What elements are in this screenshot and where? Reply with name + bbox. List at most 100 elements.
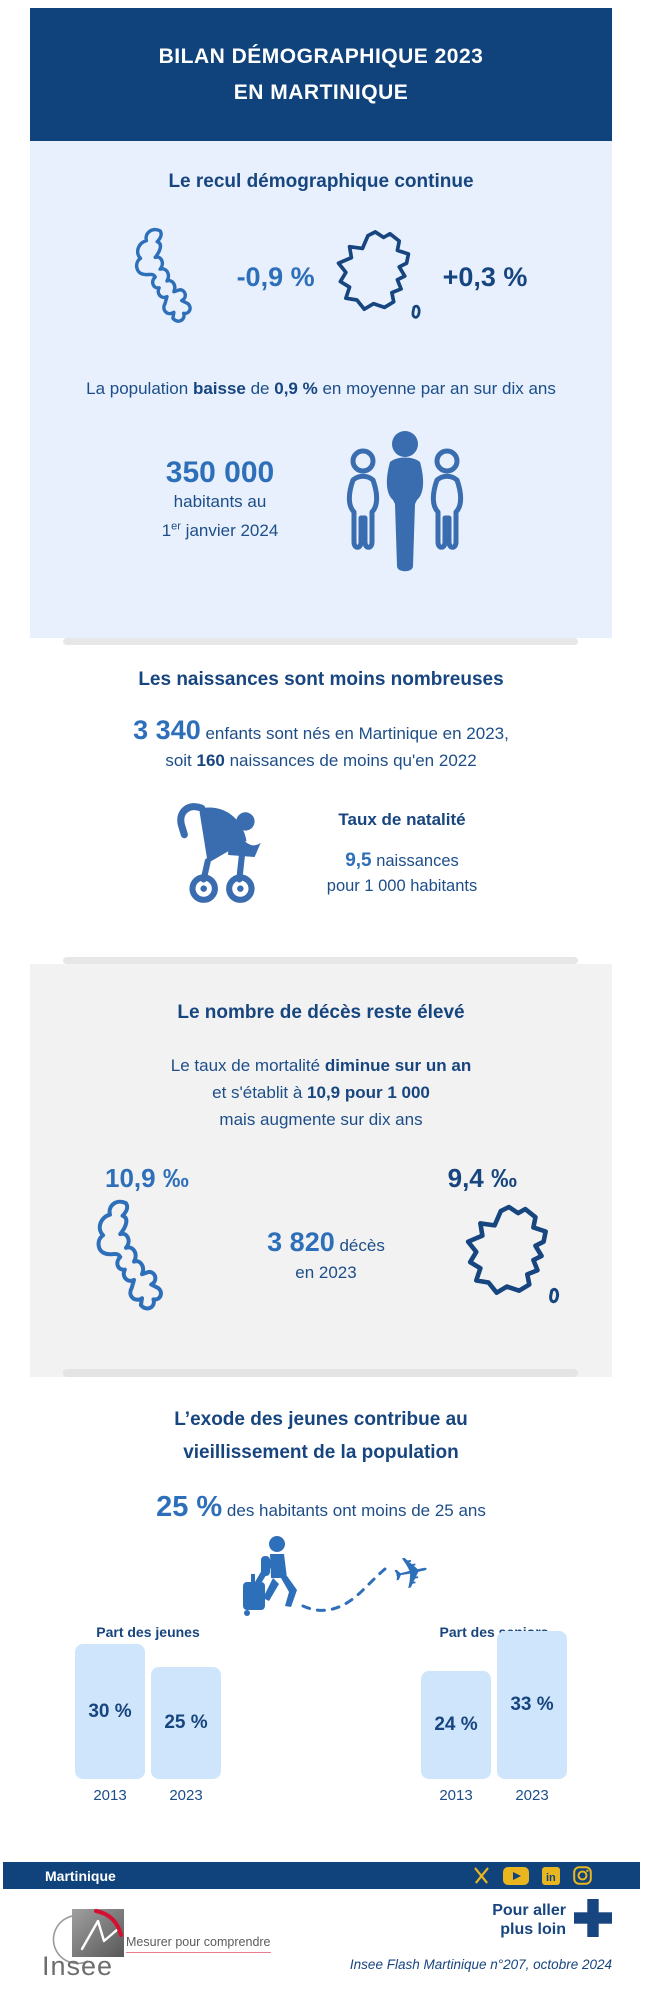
mortality-line1: Le taux de mortalité diminue sur un an [30, 1052, 612, 1079]
section-divider [30, 957, 612, 964]
x-icon[interactable] [473, 1867, 490, 1884]
stroller-icon [177, 803, 261, 903]
section-heading-exodus: L’exode des jeunes contribue au vieillis… [30, 1403, 612, 1469]
decline-sentence-pre: La population [86, 379, 193, 398]
section-demographic-decline: Le recul démographique continue -0,9 % +… [30, 141, 612, 638]
section-divider [30, 638, 612, 645]
births-line2-pre: soit [165, 751, 197, 770]
chart-bar-column: 24 % 2013 [421, 1671, 491, 1804]
martinique-rate-value: -0,9 % [236, 261, 315, 292]
decline-sentence-bold2: 0,9 % [274, 379, 318, 398]
section-heading-decline: Le recul démographique continue [168, 171, 474, 192]
births-line2-post: naissances de moins qu'en 2022 [224, 751, 477, 770]
page-title-line1: BILAN DÉMOGRAPHIQUE 2023 [158, 44, 484, 68]
chart-bar: 24 % [421, 1671, 491, 1779]
more-line1: Pour aller [492, 1902, 566, 1919]
charts-row: Part des jeunes 30 % 2013 25 % 2023 Part de… [30, 1624, 612, 1804]
chart-part-des-seniors: Part des seniors 24 % 2013 33 % 2023 [420, 1624, 568, 1804]
mortality-line1-pre: Le taux de mortalité [170, 1056, 325, 1075]
infographic-sheet: BILAN DÉMOGRAPHIQUE 2023 EN MARTINIQUE L… [30, 8, 612, 1888]
footer-region-label: Martinique [45, 1867, 116, 1884]
plus-icon[interactable] [574, 1899, 612, 1942]
chart-bar-value-label: 30 % [88, 1700, 132, 1722]
youtube-icon[interactable] [503, 1866, 529, 1885]
population-caption-line2: 1er janvier 2024 [161, 520, 279, 540]
martinique-mortality-rate: 10,9 ‰ [105, 1163, 189, 1193]
deaths-count-label: décès [334, 1235, 385, 1255]
martinique-map-icon [96, 1199, 163, 1311]
chart-bar: 30 % [75, 1644, 145, 1779]
insee-logo: Insee Mesurer pour comprendre [42, 1899, 322, 1989]
france-rate-value: +0,3 % [442, 261, 528, 292]
people-group-icon [347, 431, 464, 572]
births-line1-rest: enfants sont nés en Martinique en 2023, [200, 724, 509, 743]
natality-line2: pour 1 000 habitants [326, 876, 478, 895]
chart-bar-column: 33 % 2023 [497, 1630, 567, 1804]
rates-row: -0,9 % +0,3 % [30, 223, 612, 331]
chart-bar-value-label: 33 % [510, 1693, 554, 1715]
natality-title: Taux de natalité [338, 809, 466, 829]
traveler-with-suitcase-icon [242, 1536, 393, 1616]
section-heading-births: Les naissances sont moins nombreuses [138, 669, 504, 690]
chart-bar-value-label: 24 % [434, 1714, 478, 1735]
mortality-line2-pre: et s'établit à [212, 1083, 308, 1102]
births-line2-bold: 160 [196, 751, 225, 770]
population-caption: habitants au 1er janvier 2024 [162, 490, 279, 543]
deaths-count: 3 820 [267, 1226, 335, 1257]
chart-bar-year-label: 2023 [169, 1787, 203, 1804]
births-line1: 3 340 enfants sont nés en Martinique en … [30, 717, 612, 747]
caption-rest: janvier 2024 [180, 520, 279, 540]
exodus-heading-line1: L’exode des jeunes contribue au [174, 1409, 468, 1430]
natality-line1: 9,5 naissances [327, 848, 477, 874]
linkedin-glyph: in [546, 1872, 556, 1884]
insee-slogan: Mesurer pour comprendre [126, 1935, 271, 1953]
divider-bar [63, 638, 578, 645]
caption-num: 1 [161, 520, 172, 540]
page-title-line2: EN MARTINIQUE [233, 80, 409, 104]
deaths-count-block: 3 820 décès en 2023 [267, 1226, 385, 1286]
person-filled-icon [387, 431, 424, 572]
person-outline-icon [347, 448, 380, 550]
migration-illustration: ✈ [30, 1532, 612, 1616]
deaths-maps-row: 3 820 décès en 2023 [30, 1194, 612, 1320]
france-mortality-rate: 9,4 ‰ [447, 1163, 517, 1193]
caption-sup: er [171, 520, 181, 532]
mortality-line1-bold: diminue sur un an [324, 1056, 472, 1075]
deaths-count-line: 3 820 décès [267, 1226, 385, 1259]
decline-sentence-post: en moyenne par an sur dix ans [317, 379, 556, 398]
divider-bar [63, 1369, 578, 1377]
exodus-heading-line2: vieillissement de la population [183, 1442, 459, 1463]
section-exodus: L’exode des jeunes contribue au vieillis… [30, 1403, 612, 1888]
population-figure: 350 000 habitants au 1er janvier 2024 [162, 428, 279, 543]
chart-title: Part des jeunes [96, 1624, 200, 1640]
france-map-icon [336, 230, 421, 319]
chart-bar-year-label: 2023 [515, 1787, 549, 1804]
header-banner: BILAN DÉMOGRAPHIQUE 2023 EN MARTINIQUE [30, 8, 612, 141]
instagram-icon[interactable] [573, 1866, 592, 1885]
deaths-count-year: en 2023 [295, 1262, 357, 1282]
chart-bars: 24 % 2013 33 % 2023 [420, 1630, 568, 1804]
person-outline-icon [431, 448, 464, 550]
exodus-stat-line: 25 % des habitants ont moins de 25 ans [30, 1491, 612, 1524]
chart-bar-value-label: 25 % [164, 1711, 208, 1733]
divider-bar [63, 957, 578, 964]
natality-row: Taux de natalité 9,5 naissances pour 1 0… [30, 796, 612, 912]
population-number: 350 000 [165, 456, 275, 489]
natality-value-rest: naissances [371, 851, 459, 870]
natality-value: 9,5 [345, 849, 372, 871]
insee-wordmark: Insee [42, 1951, 114, 1981]
births-line2: soit 160 naissances de moins qu'en 2022 [30, 747, 612, 774]
mortality-line2-bold: 10,9 pour 1 000 [307, 1083, 430, 1102]
pour-aller-plus-loin[interactable]: Pour aller plus loin [492, 1901, 566, 1939]
chart-bar: 33 % [497, 1630, 567, 1779]
chart-bar-column: 25 % 2023 [151, 1666, 221, 1804]
linkedin-icon[interactable]: in [542, 1866, 560, 1885]
chart-bars: 30 % 2013 25 % 2023 [74, 1644, 222, 1804]
footer-info: Insee Mesurer pour comprendre Pour aller… [30, 1889, 612, 2000]
decline-sentence-mid: de [245, 379, 275, 398]
section-births: Les naissances sont moins nombreuses 3 3… [30, 645, 612, 957]
chart-bar-column: 30 % 2013 [75, 1644, 145, 1804]
publication-citation: Insee Flash Martinique n°207, octobre 20… [349, 1957, 612, 1972]
martinique-map-icon [134, 227, 192, 323]
